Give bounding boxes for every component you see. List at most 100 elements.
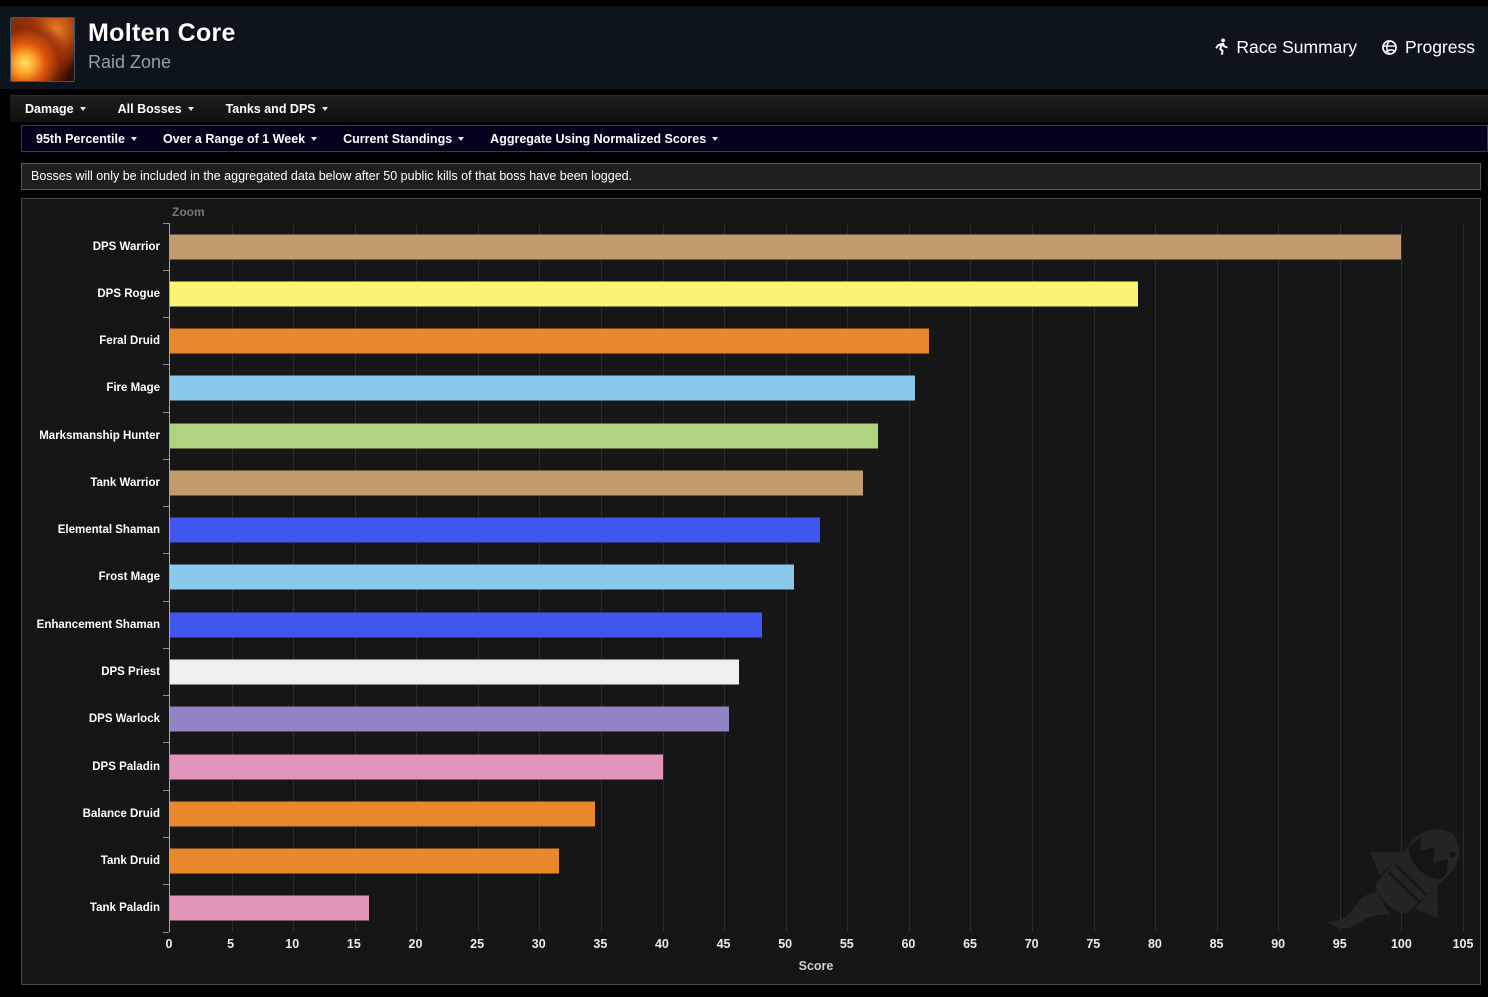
bar-tank-druid[interactable] — [170, 848, 560, 874]
chart-row: DPS Rogue — [97, 270, 1463, 317]
dropdown-tanks-and-dps[interactable]: Tanks and DPS — [226, 102, 328, 116]
x-axis-tick-label: 60 — [901, 937, 916, 951]
category-label-tank-warrior: Tank Warrior — [90, 476, 160, 489]
dropdown-current-standings[interactable]: Current Standings — [343, 131, 465, 146]
category-label-dps-warrior: DPS Warrior — [92, 240, 160, 253]
x-axis-tick-label: 5 — [227, 937, 235, 951]
y-axis-tick — [163, 317, 169, 319]
dropdown-over-a-range-of-1-week[interactable]: Over a Range of 1 Week — [163, 132, 318, 146]
chart-row: Tank Warrior — [90, 459, 1463, 506]
chart-row: Balance Druid — [83, 790, 1463, 837]
bar-dps-warrior[interactable] — [170, 234, 1402, 260]
y-axis-tick — [163, 506, 169, 508]
x-axis-tick-label: 30 — [531, 937, 546, 951]
bar-marksmanship-hunter[interactable] — [170, 423, 879, 449]
category-label-tank-druid: Tank Druid — [100, 855, 160, 868]
dropdown-95th-percentile[interactable]: 95th Percentile — [36, 132, 137, 146]
x-axis-labels: 0 5 10 15 20 25 30 35 40 45 50 55 60 65 70 75 80 85 90 95 10… — [165, 937, 1474, 953]
y-axis-tick — [163, 269, 169, 271]
gridline — [1216, 223, 1218, 932]
x-axis-tick-label: 75 — [1086, 937, 1101, 951]
gridline — [1339, 223, 1341, 932]
chart-container: Zoom DPS Warrior DPS Rogue Feral Druid Fire… — [21, 198, 1481, 985]
chart-row: Tank Paladin — [90, 885, 1463, 932]
race-summary-link[interactable]: Race Summary — [1214, 37, 1357, 58]
chart-row: Elemental Shaman — [58, 507, 1463, 554]
category-label-dps-rogue: DPS Rogue — [97, 287, 160, 300]
x-axis-tick-label: 95 — [1332, 937, 1347, 951]
y-axis-tick — [163, 695, 169, 697]
bar-elemental-shaman[interactable] — [170, 517, 821, 543]
gridline — [1093, 223, 1095, 932]
progress-link[interactable]: Progress — [1381, 37, 1475, 58]
y-axis-tick — [163, 364, 169, 366]
dropdown-label: Damage — [25, 102, 74, 116]
category-label-tank-paladin: Tank Paladin — [89, 902, 160, 915]
x-axis-tick-label: 105 — [1452, 937, 1474, 951]
dropdown-label: Current Standings — [343, 131, 453, 146]
x-axis-tick-label: 55 — [839, 937, 854, 951]
chart-row: Tank Druid — [101, 837, 1463, 884]
bar-balance-druid[interactable] — [170, 801, 595, 827]
x-axis-tick-label: 70 — [1024, 937, 1039, 951]
bar-tank-paladin[interactable] — [170, 895, 370, 921]
category-label-feral-druid: Feral Druid — [99, 335, 160, 348]
gridline — [908, 223, 910, 932]
gridline — [1463, 223, 1464, 932]
bar-enhancement-shaman[interactable] — [170, 612, 763, 638]
x-axis-tick-label: 100 — [1390, 937, 1412, 951]
chart-row: Enhancement Shaman — [37, 601, 1463, 648]
y-axis-tick — [163, 836, 169, 838]
secondary-filter-bar: 95th Percentile Over a Range of 1 Week Cur… — [21, 125, 1488, 152]
zone-titles: Molten Core Raid Zone — [88, 19, 236, 73]
zone-logo-image — [10, 17, 75, 82]
dropdown-aggregate-using-normalized-scores[interactable]: Aggregate Using Normalized Scores — [490, 131, 719, 146]
category-label-balance-druid: Balance Druid — [82, 807, 160, 820]
chart-row: DPS Paladin — [92, 743, 1463, 790]
bar-dps-rogue[interactable] — [170, 281, 1138, 307]
y-axis-tick — [163, 742, 169, 744]
bar-fire-mage[interactable] — [170, 375, 915, 401]
y-axis-tick — [163, 553, 169, 555]
y-axis-tick — [163, 411, 169, 413]
bar-dps-paladin[interactable] — [170, 754, 663, 780]
globe-icon — [1381, 39, 1398, 56]
dropdown-label: All Bosses — [117, 102, 182, 116]
chevron-down-icon — [79, 107, 86, 111]
dropdown-label: Aggregate Using Normalized Scores — [490, 131, 707, 146]
chevron-down-icon — [712, 136, 719, 141]
gridline — [970, 223, 972, 932]
bar-dps-warlock[interactable] — [170, 706, 730, 732]
x-axis-tick-label: 85 — [1209, 937, 1224, 951]
gridline — [1032, 223, 1033, 932]
plot-area: DPS Warrior DPS Rogue Feral Druid Fire Mage… — [37, 222, 1464, 933]
dropdown-damage[interactable]: Damage — [25, 102, 86, 116]
y-axis-tick — [163, 458, 169, 460]
gridline — [1155, 223, 1157, 932]
y-axis-tick — [163, 884, 169, 886]
bar-frost-mage[interactable] — [170, 564, 795, 590]
x-axis-tick-label: 45 — [716, 937, 731, 951]
x-axis-tick-label: 35 — [593, 937, 608, 951]
bar-tank-warrior[interactable] — [170, 470, 864, 496]
x-axis-tick-label: 0 — [165, 937, 173, 951]
runner-icon — [1214, 38, 1229, 57]
header-links: Race Summary Progress — [1214, 37, 1475, 58]
bar-dps-priest[interactable] — [170, 659, 739, 685]
x-axis-title: Score — [798, 959, 834, 973]
progress-label: Progress — [1404, 37, 1475, 57]
y-axis-tick — [163, 600, 169, 602]
x-axis-tick-label: 15 — [346, 937, 361, 951]
category-label-dps-warlock: DPS Warlock — [88, 713, 160, 726]
dropdown-label: 95th Percentile — [36, 131, 125, 146]
dropdown-all-bosses[interactable]: All Bosses — [118, 102, 194, 116]
chart-zoom-label: Zoom — [172, 205, 205, 219]
y-axis-tick — [163, 222, 169, 224]
chart-row: Marksmanship Hunter — [39, 412, 1463, 459]
chart-row: Fire Mage — [106, 365, 1463, 412]
primary-filter-bar: Damage All Bosses Tanks and DPS — [10, 95, 1488, 122]
chevron-down-icon — [187, 107, 194, 111]
bar-feral-druid[interactable] — [170, 328, 929, 354]
chart-row: Feral Druid — [99, 318, 1463, 365]
